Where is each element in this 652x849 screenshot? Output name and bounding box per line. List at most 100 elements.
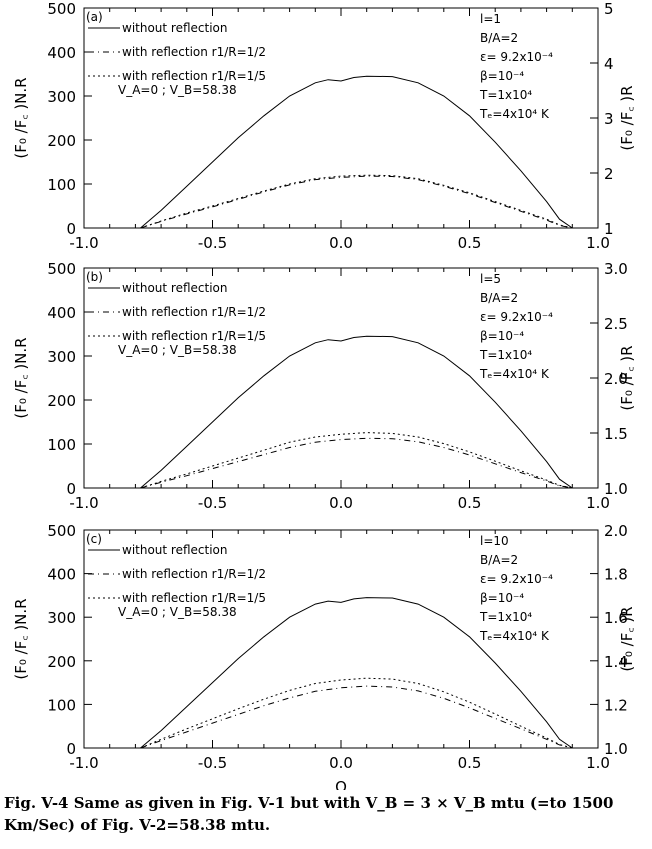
parameter-label: ε= 9.2x10⁻⁴ (480, 310, 553, 324)
right-y-tick-label: 2.5 (604, 315, 628, 333)
parameter-label: B/A=2 (480, 553, 518, 567)
right-y-tick-label: 1.6 (604, 609, 628, 627)
x-tick-label: 0.5 (458, 754, 482, 772)
x-tick-label: 0.5 (458, 234, 482, 252)
left-y-tick-label: 300 (47, 609, 76, 627)
left-y-tick-label: 400 (47, 44, 76, 62)
chart-panel-a: -1.0 -0.5 0.0 0.5 1.0 0 100 200 300 400 500 1 2 3 4 5 (F… (12, 0, 636, 252)
left-y-axis-label: (F₀ /F꜀ )N.R (12, 77, 30, 158)
figure-caption: Fig. V-4 Same as given in Fig. V-1 but w… (4, 794, 614, 834)
x-tick-label: 1.0 (586, 494, 610, 512)
legend-entry: without reflection (122, 21, 228, 35)
right-y-tick-label: 2.0 (604, 522, 628, 540)
left-y-tick-label: 0 (66, 220, 76, 238)
x-tick-label: 0.5 (458, 494, 482, 512)
left-y-tick-label: 300 (47, 88, 76, 106)
legend-entry: without reflection (122, 281, 228, 295)
right-y-tick-label: 5 (604, 0, 614, 18)
right-y-axis-label: (F₀ /F꜀ )R (618, 345, 636, 410)
legend-entry: with reflection r1/R=1/2 (122, 45, 266, 59)
parameter-label: Tₑ=4x10⁴ K (479, 367, 550, 381)
left-y-tick-label: 100 (47, 176, 76, 194)
legend-entry: with reflection r1/R=1/5 (122, 329, 266, 343)
right-y-tick-label: 4 (604, 55, 614, 73)
x-tick-label: 1.0 (586, 234, 610, 252)
right-y-tick-label: 1.0 (604, 740, 628, 758)
parameter-label: ε= 9.2x10⁻⁴ (480, 50, 553, 64)
left-y-axis-label: (F₀ /F꜀ )N.R (12, 598, 30, 679)
series-line-2 (140, 685, 573, 749)
series-line-3 (140, 174, 573, 229)
right-y-tick-label: 1.0 (604, 480, 628, 498)
series-line-1 (140, 335, 573, 489)
right-y-tick-label: 3.0 (604, 260, 628, 278)
right-y-tick-label: 1.5 (604, 425, 628, 443)
left-y-tick-label: 200 (47, 392, 76, 410)
panel-label: (c) (86, 532, 102, 546)
right-y-tick-label: 1.4 (604, 653, 628, 671)
parameter-label: T=1x10⁴ (479, 348, 532, 362)
left-y-tick-label: 200 (47, 653, 76, 671)
left-y-tick-label: 200 (47, 132, 76, 150)
legend-entry: without reflection (122, 543, 228, 557)
legend-entry: with reflection r1/R=1/5 (122, 69, 266, 83)
right-y-tick-label: 2 (604, 165, 614, 183)
parameter-label: Tₑ=4x10⁴ K (479, 107, 550, 121)
series-line-3 (140, 432, 573, 489)
series-line-1 (140, 597, 573, 749)
parameter-label: β=10⁻⁴ (480, 69, 524, 83)
legend-entry: with reflection r1/R=1/5 (122, 591, 266, 605)
series-line-2 (140, 437, 573, 489)
parameter-label: T=1x10⁴ (479, 88, 532, 102)
parameter-label: ε= 9.2x10⁻⁴ (480, 572, 553, 586)
parameter-label: B/A=2 (480, 291, 518, 305)
series-line-3 (140, 677, 573, 749)
parameter-label: T=1x10⁴ (479, 610, 532, 624)
left-y-tick-label: 100 (47, 696, 76, 714)
right-y-tick-label: 3 (604, 110, 614, 128)
x-tick-label: -0.5 (198, 494, 227, 512)
x-axis-label: Q (335, 778, 347, 790)
left-y-tick-label: 400 (47, 566, 76, 584)
parameter-label: β=10⁻⁴ (480, 329, 524, 343)
series-line-2 (140, 175, 573, 229)
parameter-label: l=5 (480, 272, 501, 286)
x-tick-label: -0.5 (198, 234, 227, 252)
left-y-tick-label: 500 (47, 522, 76, 540)
legend-entry: with reflection r1/R=1/2 (122, 305, 266, 319)
velocity-note: V_A=0 ; V_B=58.38 (118, 605, 237, 619)
parameter-label: B/A=2 (480, 31, 518, 45)
x-tick-label: -1.0 (69, 754, 98, 772)
left-y-tick-label: 0 (66, 740, 76, 758)
parameter-label: l=10 (480, 534, 509, 548)
x-tick-label: -0.5 (198, 754, 227, 772)
right-y-tick-label: 1 (604, 220, 614, 238)
left-y-tick-label: 500 (47, 0, 76, 18)
chart-panel-c: -1.0 -0.5 0.0 0.5 1.0 0 100 200 300 400 500 1.0 1.2 1… (12, 522, 636, 790)
x-tick-label: 0.0 (329, 234, 353, 252)
series-line-1 (140, 75, 573, 229)
x-tick-label: 0.0 (329, 754, 353, 772)
x-tick-label: 0.0 (329, 494, 353, 512)
panel-label: (b) (86, 270, 103, 284)
x-tick-label: -1.0 (69, 234, 98, 252)
parameter-label: l=1 (480, 12, 501, 26)
panel-label: (a) (86, 10, 103, 24)
velocity-note: V_A=0 ; V_B=58.38 (118, 343, 237, 357)
left-y-tick-label: 300 (47, 348, 76, 366)
right-y-axis-label: (F₀ /F꜀ )R (618, 606, 636, 671)
right-y-axis-label: (F₀ /F꜀ )R (618, 85, 636, 150)
left-y-tick-label: 500 (47, 260, 76, 278)
parameter-label: Tₑ=4x10⁴ K (479, 629, 550, 643)
x-tick-label: 1.0 (586, 754, 610, 772)
left-y-axis-label: (F₀ /F꜀ )N.R (12, 337, 30, 418)
legend-entry: with reflection r1/R=1/2 (122, 567, 266, 581)
left-y-tick-label: 0 (66, 480, 76, 498)
right-y-tick-label: 2.0 (604, 370, 628, 388)
figure: -1.0 -0.5 0.0 0.5 1.0 0 100 200 300 400 500 1 2 3 4 5 (F… (12, 0, 636, 790)
left-y-tick-label: 100 (47, 436, 76, 454)
parameter-label: β=10⁻⁴ (480, 591, 524, 605)
x-tick-label: -1.0 (69, 494, 98, 512)
left-y-tick-label: 400 (47, 304, 76, 322)
right-y-tick-label: 1.8 (604, 566, 628, 584)
